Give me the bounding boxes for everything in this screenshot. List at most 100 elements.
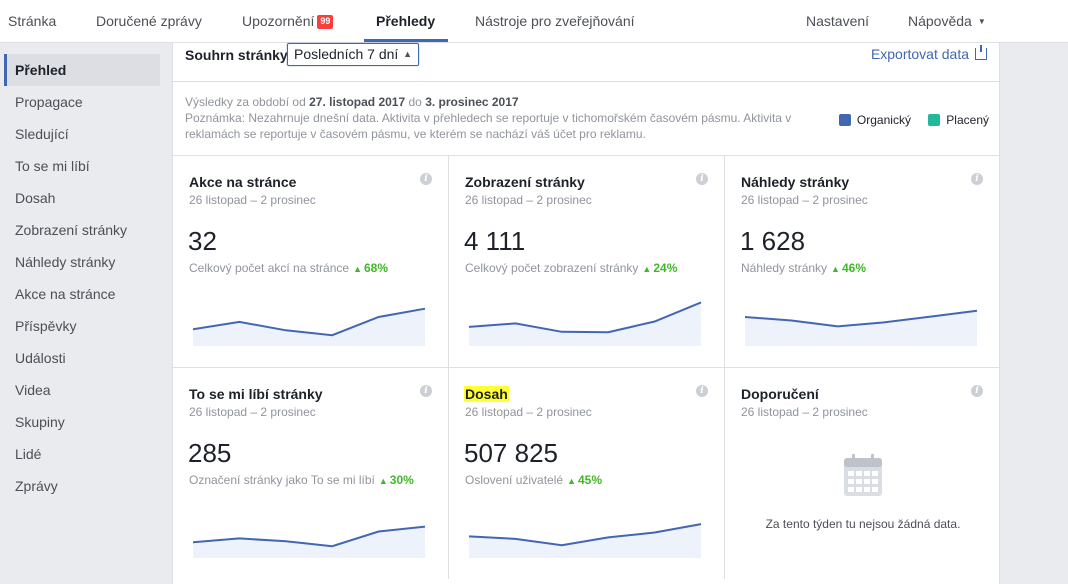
tab-settings[interactable]: Nastavení	[806, 13, 870, 29]
card-value: 507 825	[464, 438, 558, 468]
card-value: 1 628	[740, 226, 806, 256]
legend-paid: Placený	[928, 113, 989, 127]
arrow-up-icon: ▲	[378, 476, 388, 486]
card-delta-value: 46%	[841, 261, 866, 275]
info-icon[interactable]: i	[420, 173, 432, 185]
card-title: Akce na stránce	[189, 174, 297, 190]
card-title: Náhledy stránky	[741, 174, 850, 190]
chevron-down-icon: ▼	[977, 17, 986, 26]
card-subtitle: Celkový počet zobrazení stránky ▲ 24%	[465, 261, 677, 275]
card-date: 26 listopad – 2 prosinec	[189, 405, 316, 419]
period-to: 3. prosinec 2017	[425, 95, 519, 109]
select-arrows-icon: ▲	[403, 49, 412, 59]
card-subtitle: Označení stránky jako To se mi líbí ▲ 30%	[189, 473, 414, 487]
sidebar-item-likes[interactable]: To se mi líbí	[15, 158, 90, 174]
summary-bar: Souhrn stránky Posledních 7 dní ▲ Export…	[173, 43, 999, 82]
card-title: Dosah	[464, 386, 509, 402]
card-date: 26 listopad – 2 prosinec	[189, 193, 316, 207]
arrow-up-icon: ▲	[353, 264, 362, 274]
card-subtitle: Oslovení uživatelé ▲ 45%	[465, 473, 602, 487]
card-delta-value: 68%	[364, 261, 389, 275]
card-page-actions[interactable]: Akce na stránce 26 listopad – 2 prosinec…	[173, 155, 449, 367]
sidebar-item-page-previews[interactable]: Náhledy stránky	[15, 254, 116, 270]
tab-notifications[interactable]: Upozornění 99	[242, 0, 334, 43]
sidebar: Přehled Propagace Sledující To se mi líb…	[0, 43, 172, 584]
help-menu-label: Nápověda	[908, 13, 972, 29]
card-title: To se mi líbí stránky	[189, 386, 323, 402]
card-value: 32	[188, 226, 217, 256]
card-date: 26 listopad – 2 prosinec	[741, 193, 868, 207]
sparkline-area	[193, 526, 425, 558]
period-from: 27. listopad 2017	[309, 95, 406, 109]
card-subtitle: Náhledy stránky ▲ 46%	[741, 261, 866, 275]
help-menu[interactable]: Nápověda ▼	[908, 0, 986, 43]
sidebar-item-promotions[interactable]: Propagace	[15, 94, 83, 110]
card-delta: ▲ 45%	[567, 473, 602, 487]
card-date: 26 listopad – 2 prosinec	[465, 193, 592, 207]
sidebar-item-messages[interactable]: Zprávy	[15, 478, 58, 494]
info-icon[interactable]: i	[696, 173, 708, 185]
export-icon	[975, 45, 987, 60]
sparkline-area	[745, 310, 977, 346]
tab-page[interactable]: Stránka	[8, 13, 57, 29]
sidebar-item-overview[interactable]: Přehled	[4, 54, 160, 86]
arrow-up-icon: ▲	[642, 264, 652, 274]
card-subtitle-text: Označení stránky jako To se mi líbí	[189, 473, 375, 487]
period-info: Výsledky za období od 27. listopad 2017 …	[185, 94, 825, 142]
sidebar-item-reach[interactable]: Dosah	[15, 190, 56, 206]
card-delta-value: 30%	[389, 473, 414, 487]
card-value: 4 111	[464, 226, 526, 256]
card-delta-value: 45%	[577, 473, 603, 487]
card-page-previews[interactable]: Náhledy stránky 26 listopad – 2 prosinec…	[725, 155, 999, 367]
arrow-up-icon: ▲	[831, 264, 840, 274]
sparkline-line	[469, 301, 702, 334]
card-date: 26 listopad – 2 prosinec	[741, 405, 868, 419]
summary-label: Souhrn stránky	[185, 47, 288, 63]
main-panel: Souhrn stránky Posledních 7 dní ▲ Export…	[172, 43, 1000, 584]
sparkline-area	[469, 302, 701, 346]
info-icon[interactable]: i	[420, 385, 432, 397]
card-page-likes[interactable]: To se mi líbí stránky 26 listopad – 2 pr…	[173, 367, 449, 579]
card-delta: ▲ 30%	[379, 473, 414, 487]
card-delta: ▲ 24%	[642, 261, 677, 275]
info-icon[interactable]: i	[971, 173, 983, 185]
period-note: Poznámka: Nezahrnuje dnešní data. Aktivi…	[185, 111, 792, 141]
card-recommendations[interactable]: Doporučení 26 listopad – 2 prosinec i Za…	[725, 367, 999, 579]
card-delta-value: 24%	[653, 261, 678, 275]
card-subtitle-text: Celkový počet zobrazení stránky	[465, 261, 639, 275]
sidebar-item-actions[interactable]: Akce na stránce	[15, 286, 116, 302]
sparkline-chart	[469, 301, 702, 346]
tab-inbox[interactable]: Doručené zprávy	[96, 13, 202, 29]
tab-insights[interactable]: Přehledy	[376, 13, 436, 29]
sidebar-item-events[interactable]: Události	[15, 350, 66, 366]
card-title: Zobrazení stránky	[465, 174, 585, 190]
card-subtitle: Celkový počet akcí na stránce ▲ 68%	[189, 261, 388, 275]
sparkline-line	[193, 525, 426, 548]
arrow-up-icon: ▲	[567, 476, 576, 486]
info-icon[interactable]: i	[696, 385, 708, 397]
tab-publishing-tools[interactable]: Nástroje pro zveřejňování	[475, 13, 635, 29]
card-page-views[interactable]: Zobrazení stránky 26 listopad – 2 prosin…	[449, 155, 725, 367]
export-data-label: Exportovat data	[870, 46, 969, 62]
card-reach[interactable]: Dosah 26 listopad – 2 prosinec i 507 825…	[449, 367, 725, 579]
export-data-link[interactable]: Exportovat data	[870, 45, 987, 62]
right-gutter	[1000, 43, 1068, 584]
sparkline-line	[745, 309, 978, 328]
sidebar-item-followers[interactable]: Sledující	[15, 126, 69, 142]
sidebar-item-posts[interactable]: Příspěvky	[15, 318, 77, 334]
info-icon[interactable]: i	[971, 385, 983, 397]
sidebar-item-videos[interactable]: Videa	[15, 382, 51, 398]
calendar-icon	[844, 454, 882, 496]
legend: Organický Placený	[825, 113, 989, 127]
sidebar-item-groups[interactable]: Skupiny	[15, 414, 65, 430]
legend-organic-swatch	[838, 114, 851, 126]
card-delta: ▲ 68%	[353, 261, 388, 275]
date-range-select[interactable]: Posledních 7 dní ▲	[287, 43, 419, 66]
sidebar-item-page-views[interactable]: Zobrazení stránky	[15, 222, 128, 238]
sparkline-area	[193, 308, 425, 346]
active-tab-indicator	[364, 39, 448, 42]
card-delta: ▲ 46%	[831, 261, 866, 275]
sparkline-chart	[745, 309, 978, 346]
sidebar-item-people[interactable]: Lidé	[15, 446, 42, 462]
sparkline-chart	[193, 525, 426, 558]
